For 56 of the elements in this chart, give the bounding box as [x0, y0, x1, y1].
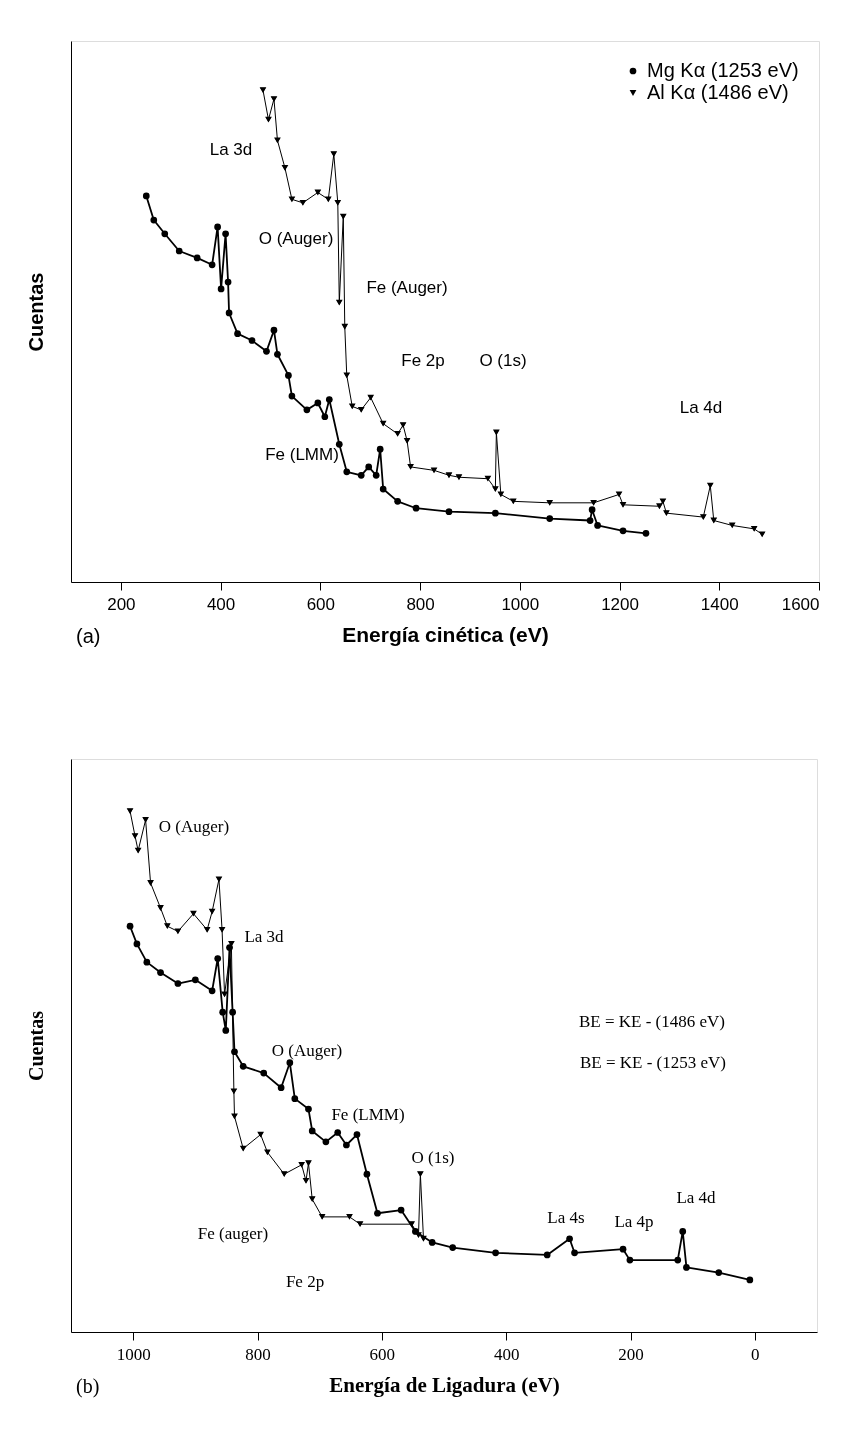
- x-tick-label: 1000: [116, 1344, 151, 1364]
- point: [147, 880, 154, 886]
- x-tick-label: 1200: [601, 594, 639, 614]
- text: (b): [76, 1375, 100, 1398]
- point: [285, 372, 292, 379]
- point: [412, 1228, 419, 1235]
- annotation: Fe 2p: [401, 351, 445, 370]
- point: [594, 522, 601, 529]
- point: [226, 944, 233, 951]
- x-tick-label: 800: [406, 594, 435, 614]
- x-tick-label: 1400: [700, 594, 739, 614]
- annotation: La 4d: [679, 398, 723, 417]
- annotation: La 4p: [614, 1212, 654, 1231]
- annotation: La 4s: [547, 1208, 585, 1227]
- point: [683, 1264, 690, 1271]
- x-tick-label: 200: [618, 1344, 644, 1364]
- annotation: Fe 2p: [285, 1272, 325, 1291]
- annotation: La 3d: [209, 140, 253, 159]
- x-tick-label: 600: [306, 594, 336, 614]
- x-tick-label: 600: [369, 1344, 396, 1364]
- annotation: O (Auger): [258, 229, 334, 248]
- x-axis-title: Energía de Ligadura (eV): [329, 1372, 560, 1397]
- x-tick-label: 200: [107, 594, 136, 614]
- point: [394, 431, 401, 437]
- annotation: La 3d: [244, 927, 285, 946]
- x-axis-title: Energía cinética (eV): [342, 622, 549, 646]
- point: [142, 817, 149, 823]
- point: [157, 905, 164, 911]
- annotation: O (Auger): [158, 817, 230, 836]
- legend-label: Al Kα (1486 eV): [647, 81, 789, 103]
- x-tick-label: 800: [245, 1344, 271, 1364]
- annotation: O (1s): [411, 1148, 455, 1167]
- point: [157, 969, 164, 976]
- legend-label: Mg Kα (1253 eV): [647, 59, 799, 81]
- point: [407, 464, 414, 470]
- annotation: Fe (Auger): [366, 278, 448, 297]
- x-tick-label: 0: [751, 1344, 760, 1364]
- annotation: Fe (LMM): [331, 1105, 405, 1124]
- annotation: Fe (auger): [197, 1224, 269, 1243]
- text: (a): [76, 625, 101, 647]
- annotation: BE = KE - (1253 eV): [579, 1053, 727, 1072]
- x-tick-label: 1600: [781, 594, 820, 614]
- point: [394, 497, 401, 505]
- x-tick-label: 400: [493, 1344, 520, 1364]
- y-axis-title: Cuentas: [24, 1010, 47, 1082]
- annotation: La 4d: [676, 1188, 717, 1207]
- x-tick-label: 1000: [501, 594, 540, 614]
- point: [263, 347, 270, 355]
- annotation: O (1s): [479, 351, 527, 370]
- annotation: Fe (LMM): [265, 445, 339, 464]
- annotation: O (Auger): [271, 1041, 343, 1060]
- point: [234, 330, 241, 337]
- y-axis-title: Cuentas: [24, 272, 47, 352]
- point: [492, 486, 499, 492]
- x-tick-label: 400: [206, 594, 236, 614]
- annotation: BE = KE - (1486 eV): [578, 1012, 726, 1031]
